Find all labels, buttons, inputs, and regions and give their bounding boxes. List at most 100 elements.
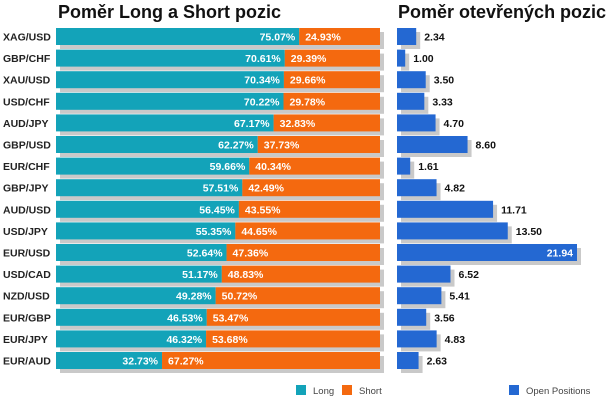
long-value-label: 70.34% (244, 75, 280, 87)
long-value-label: 70.22% (244, 96, 280, 108)
open-positions-value-label: 21.94 (547, 248, 573, 260)
open-positions-value-label: 8.60 (476, 140, 497, 152)
short-value-label: 43.55% (245, 204, 281, 216)
category-label: XAG/USD (3, 32, 51, 44)
short-value-label: 53.47% (213, 312, 249, 324)
long-value-label: 55.35% (196, 226, 232, 238)
open-positions-bar (397, 352, 419, 369)
short-bar (283, 92, 380, 110)
long-value-label: 32.73% (122, 356, 158, 368)
open-positions-value-label: 1.61 (418, 161, 439, 173)
short-bar (273, 114, 380, 132)
long-bar (56, 222, 236, 240)
short-bar (283, 71, 380, 89)
long-bar (56, 244, 227, 261)
legend-open-positions-label: Open Positions (526, 386, 591, 397)
open-positions-value-label: 13.50 (516, 226, 542, 238)
short-value-label: 29.39% (291, 53, 327, 65)
category-label: EUR/CHF (3, 161, 50, 173)
open-positions-chart: 2.34 1.003.50 3.33 4.70 8.60 1.61 4.82 11.71 13.… (397, 28, 581, 373)
long-bar (56, 114, 274, 132)
open-positions-value-label: 2.34 (424, 32, 445, 44)
long-value-label: 67.17% (234, 118, 270, 130)
long-bar (56, 157, 250, 175)
open-positions-bar (397, 330, 437, 348)
short-bar (257, 136, 380, 153)
long-bar (56, 308, 207, 326)
short-bar (242, 179, 380, 197)
short-bar (226, 244, 380, 261)
short-value-label: 29.66% (290, 75, 326, 87)
long-value-label: 59.66% (210, 161, 246, 173)
short-bar (235, 222, 380, 240)
open-positions-chart-title: Poměr otevřených pozic (398, 2, 607, 22)
open-positions-bar (397, 157, 411, 175)
short-value-label: 48.83% (228, 269, 264, 281)
short-bar (206, 330, 380, 348)
short-value-label: 37.73% (264, 140, 300, 152)
category-label: GBP/USD (3, 140, 51, 152)
category-label: USD/JPY (3, 226, 48, 238)
category-label: EUR/AUD (3, 356, 51, 368)
category-label: XAU/USD (3, 75, 51, 87)
open-positions-value-label: 3.56 (434, 312, 455, 324)
short-bar (238, 200, 380, 218)
category-label: EUR/JPY (3, 334, 48, 346)
chart-legend: Long Short Open Positions (296, 385, 591, 397)
category-label: USD/CHF (3, 96, 50, 108)
legend-short-label: Short (359, 386, 382, 397)
open-positions-bar (397, 244, 577, 261)
open-positions-bar (397, 114, 436, 132)
open-positions-value-label: 4.70 (444, 118, 465, 130)
open-positions-value-label: 6.52 (458, 269, 479, 281)
long-short-chart: XAG/USD 75.07% 24.93% GBP/CHF 70.61% 29.39% XA… (3, 28, 384, 373)
open-positions-bar (397, 179, 437, 197)
category-label: EUR/GBP (3, 312, 51, 324)
long-value-label: 52.64% (187, 248, 223, 260)
open-positions-value-label: 4.83 (445, 334, 466, 346)
open-positions-bar (397, 265, 451, 283)
long-value-label: 75.07% (260, 32, 296, 44)
open-positions-bar (397, 200, 494, 218)
short-value-label: 24.93% (305, 32, 341, 44)
category-label: GBP/JPY (3, 183, 49, 195)
short-value-label: 47.36% (233, 248, 269, 260)
legend-long-swatch (296, 385, 306, 395)
open-positions-value-label: 4.82 (445, 183, 466, 195)
short-bar (206, 308, 380, 326)
short-bar (162, 352, 380, 369)
open-positions-bar (397, 308, 427, 326)
long-value-label: 49.28% (176, 291, 212, 303)
long-value-label: 62.27% (218, 140, 254, 152)
legend-open-positions-swatch (509, 385, 519, 395)
open-positions-value-label: 3.50 (434, 75, 455, 87)
open-positions-value-label: 1.00 (413, 53, 434, 65)
legend-long-label: Long (313, 386, 334, 397)
short-value-label: 50.72% (222, 291, 258, 303)
category-label: NZD/USD (3, 291, 50, 303)
open-positions-bar (397, 136, 468, 153)
short-bar (249, 157, 380, 175)
long-bar (56, 200, 239, 218)
category-label: EUR/USD (3, 248, 51, 260)
long-bar (56, 179, 243, 197)
short-value-label: 53.68% (212, 334, 248, 346)
open-positions-bar (397, 92, 425, 110)
long-bar (56, 71, 284, 89)
short-value-label: 67.27% (168, 356, 204, 368)
short-bar (221, 265, 380, 283)
category-label: AUD/JPY (3, 118, 49, 130)
short-bar (299, 28, 380, 45)
short-value-label: 40.34% (255, 161, 291, 173)
open-positions-bar (397, 28, 417, 45)
long-bar (56, 265, 222, 283)
open-positions-value-label: 11.71 (501, 204, 527, 216)
long-bar (56, 287, 216, 305)
open-positions-bar (397, 71, 426, 89)
short-bar (215, 287, 380, 305)
category-label: AUD/USD (3, 204, 51, 216)
open-positions-value-label: 5.41 (449, 291, 470, 303)
short-value-label: 44.65% (241, 226, 277, 238)
short-bar (284, 49, 380, 67)
